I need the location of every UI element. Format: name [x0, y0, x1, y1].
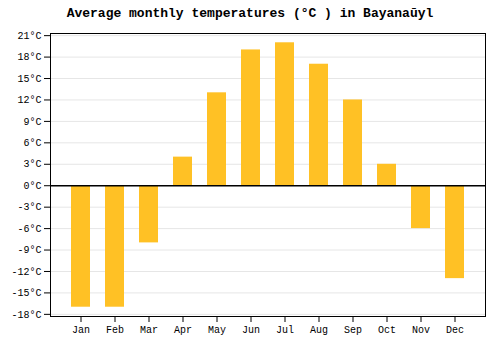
- html-text:Average monthly temperatures (: Average monthly temperatures (°C ) in Ba…: [66, 6, 434, 21]
- svg-text:Aug: Aug: [310, 325, 328, 336]
- svg-text:Nov: Nov: [412, 325, 430, 336]
- svg-text:Oct: Oct: [378, 325, 396, 336]
- svg-text:9°C: 9°C: [23, 117, 41, 128]
- svg-text:18°C: 18°C: [17, 52, 41, 63]
- svg-text:3°C: 3°C: [23, 159, 41, 170]
- svg-text:-18°C: -18°C: [11, 310, 41, 321]
- svg-text:Sep: Sep: [344, 325, 362, 336]
- svg-text:Jan: Jan: [72, 325, 90, 336]
- svg-text:Dec: Dec: [446, 325, 464, 336]
- svg-text:21°C: 21°C: [17, 31, 41, 42]
- svg-text:6°C: 6°C: [23, 138, 41, 149]
- svg-text:Apr: Apr: [174, 325, 192, 336]
- svg-text:0°C: 0°C: [23, 181, 41, 192]
- svg-text:-15°C: -15°C: [11, 288, 41, 299]
- svg-text:Mar: Mar: [140, 325, 158, 336]
- svg-text:-3°C: -3°C: [17, 202, 41, 213]
- svg-text:-9°C: -9°C: [17, 245, 41, 256]
- svg-text:-6°C: -6°C: [17, 224, 41, 235]
- svg-text:May: May: [208, 325, 226, 336]
- svg-text:Jun: Jun: [242, 325, 260, 336]
- svg-text:15°C: 15°C: [17, 74, 41, 85]
- svg-text:Jul: Jul: [276, 325, 294, 336]
- svg-text:Feb: Feb: [106, 325, 124, 336]
- svg-text:-12°C: -12°C: [11, 267, 41, 278]
- svg-text:12°C: 12°C: [17, 95, 41, 106]
